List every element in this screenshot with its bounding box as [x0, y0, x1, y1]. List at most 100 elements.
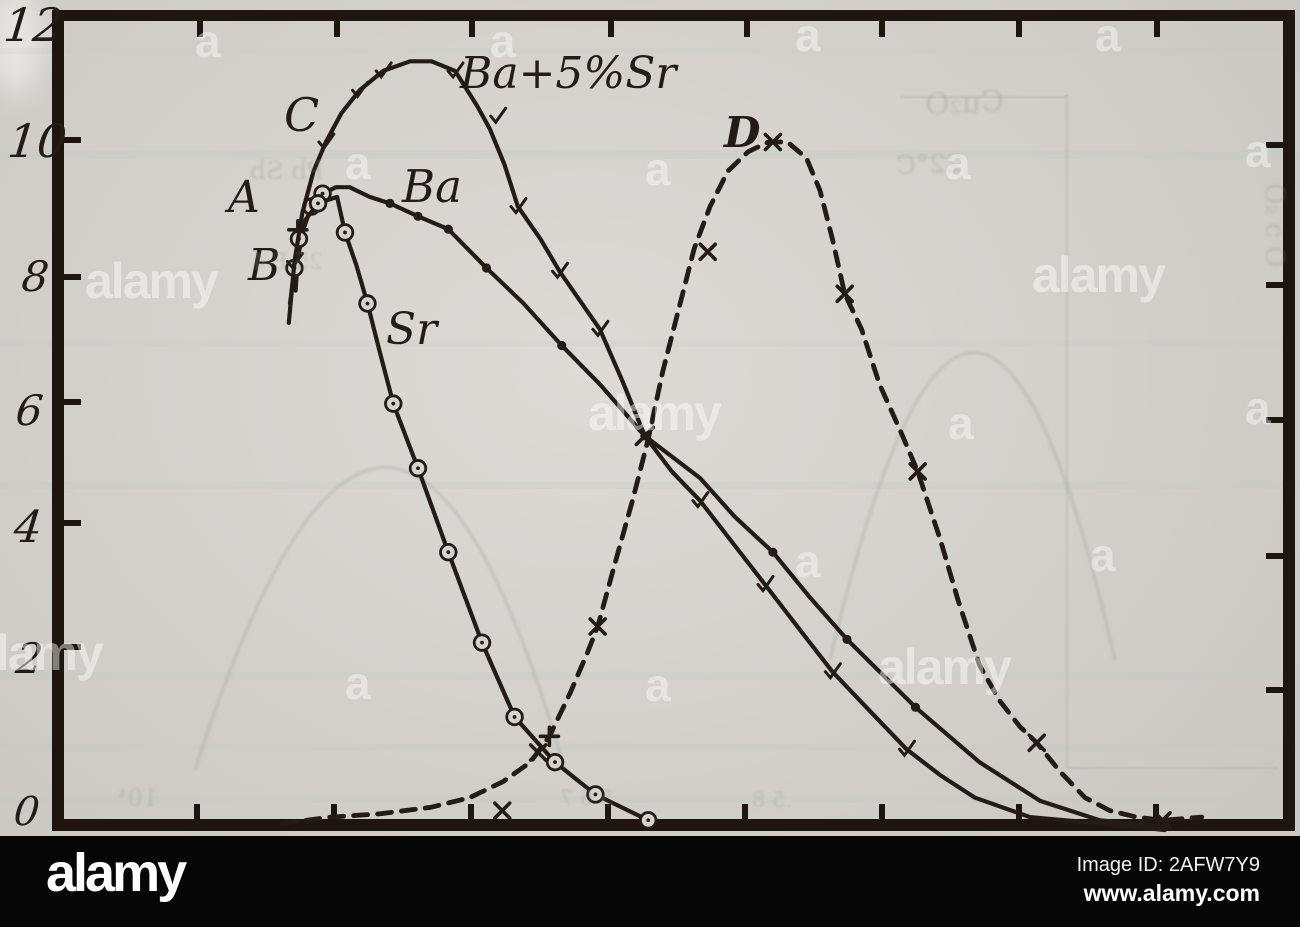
marker-tick-curve-C — [374, 61, 393, 80]
scan-band — [0, 340, 1300, 347]
marker-circledot-curve-B — [646, 818, 651, 823]
marker-circledot-curve-B — [343, 230, 347, 235]
curve-label-Sr: Sr — [386, 304, 438, 355]
bleed-curve — [828, 350, 1117, 661]
marker-circledot-curve-B — [446, 550, 451, 555]
watermark-a-letter: a — [195, 15, 221, 67]
marker-tick-curve-C — [351, 80, 370, 99]
bleed-text: 25 F-4 — [252, 250, 323, 275]
watermark-a-letter: a — [1245, 125, 1271, 177]
watermark-a-letter: a — [1095, 9, 1121, 61]
marker-tick-curve-C — [897, 739, 916, 758]
marker-circledot-curve-B — [365, 301, 370, 306]
marker-tick-curve-C — [591, 319, 610, 338]
alamy-site-url: www.alamy.com — [1083, 880, 1260, 906]
curve-label-Ba: Ba — [402, 160, 462, 213]
watermark-a-letter: a — [1090, 529, 1116, 581]
scan-band — [0, 744, 1300, 750]
watermark-a-letter: a — [490, 15, 516, 67]
marker-tick-curve-C — [756, 575, 775, 593]
y-axis-tick-right — [1266, 282, 1283, 288]
y-axis-tick-left — [64, 399, 81, 405]
marker-circledot-curve-B — [480, 640, 484, 645]
marker-dot-curve-A — [413, 211, 423, 221]
marker-tick-curve-C — [446, 61, 465, 80]
scan-band — [0, 48, 1300, 54]
plot-frame-right — [1283, 10, 1295, 831]
marker-x-curve-D — [1153, 810, 1172, 830]
y-axis-label-10: 10 — [5, 114, 70, 168]
plot-frame-top — [52, 10, 1295, 21]
marker-dot-curve-A — [842, 634, 852, 645]
marker-x-curve-D — [528, 743, 548, 762]
marker-x-curve-D — [698, 242, 718, 262]
plot-frame-bottom — [52, 819, 1295, 831]
watermark-a-letter: a — [645, 143, 671, 195]
bleed-text: Cu₂O — [924, 83, 1005, 124]
watermark-a-letter: a — [795, 535, 821, 587]
marker-dot-curve-A — [385, 198, 395, 208]
image-id-text: Image ID: 2AFW7Y9 — [1076, 854, 1260, 876]
x-axis-tick-bottom — [742, 804, 748, 820]
watermark-alamy-word: alamy — [0, 625, 104, 681]
curve-C — [286, 59, 1167, 833]
watermark-a-letter: a — [345, 657, 371, 709]
watermark-a-letter: a — [645, 659, 671, 711]
watermark-a-letter: a — [795, 9, 821, 61]
y-axis-label-4: 4 — [11, 502, 45, 553]
x-axis-tick-bottom — [605, 804, 611, 820]
bleed-text: 10⁴ — [118, 784, 159, 812]
bleed-text: 5 6 7 — [560, 786, 614, 810]
watermark-alamy-word: alamy — [85, 253, 219, 309]
x-axis-tick-bottom — [331, 804, 337, 820]
marker-circledot-curve-B — [553, 760, 557, 765]
marker-x-curve-D — [835, 284, 855, 304]
x-axis-tick-top — [1016, 20, 1022, 37]
watermark-alamy-word: alamy — [588, 385, 722, 441]
marker-tick-curve-C — [550, 261, 569, 280]
watermark-alamy-word: alamy — [1032, 247, 1166, 303]
marker-circledot-curve-B — [512, 715, 517, 719]
marker-circledot-curve-B — [593, 792, 598, 797]
x-axis-tick-top — [334, 20, 340, 37]
y-axis-tick-right — [1266, 417, 1283, 423]
marker-tick-curve-C — [509, 197, 528, 216]
curve-D — [279, 139, 1205, 826]
marker-circledot-curve-B — [316, 201, 320, 206]
y-axis-label-6: 6 — [13, 386, 46, 435]
marker-dot-curve-A — [481, 263, 492, 273]
scan-band — [0, 672, 1300, 680]
y-axis-label-0: 0 — [11, 789, 42, 835]
curve-label-B: B — [248, 240, 281, 291]
y-axis-tick-right — [1266, 553, 1283, 559]
watermark-a-letter: a — [1245, 382, 1271, 434]
marker-dot-curve-A — [768, 547, 778, 557]
marker-x-curve-D — [492, 801, 512, 820]
marker-circledot-curve-A — [320, 191, 325, 196]
curve-label-D: D — [724, 108, 761, 157]
alamy-info-bar: alamy Image ID: 2AFW7Y9 www.alamy.com — [0, 836, 1300, 927]
marker-x-curve-D — [1027, 733, 1047, 753]
x-axis-tick-top — [197, 20, 203, 37]
y-axis-tick-left — [64, 644, 81, 650]
curve-label-C: C — [284, 88, 320, 142]
alamy-logo: alamy — [46, 843, 187, 903]
x-axis-tick-bottom — [879, 804, 885, 820]
y-axis-tick-right — [1266, 142, 1283, 148]
curve-label-A: A — [228, 172, 260, 223]
curve-label-Ba-5-Sr: Ba+5%Sr — [460, 48, 677, 99]
marker-tick-curve-C — [823, 662, 842, 681]
bleed-text: .5 8 — [752, 788, 793, 812]
y-axis-tick-left — [64, 520, 81, 526]
x-axis-tick-top — [744, 20, 750, 37]
marker-x-curve-D — [908, 462, 928, 481]
watermark-a-letter: a — [948, 397, 974, 449]
marker-x-curve-D — [588, 617, 607, 636]
marker-tick-curve-C — [489, 106, 508, 125]
scan-band — [0, 150, 1300, 159]
marker-dot-curve-A — [910, 702, 921, 712]
y-axis-tick-right — [1266, 687, 1283, 693]
